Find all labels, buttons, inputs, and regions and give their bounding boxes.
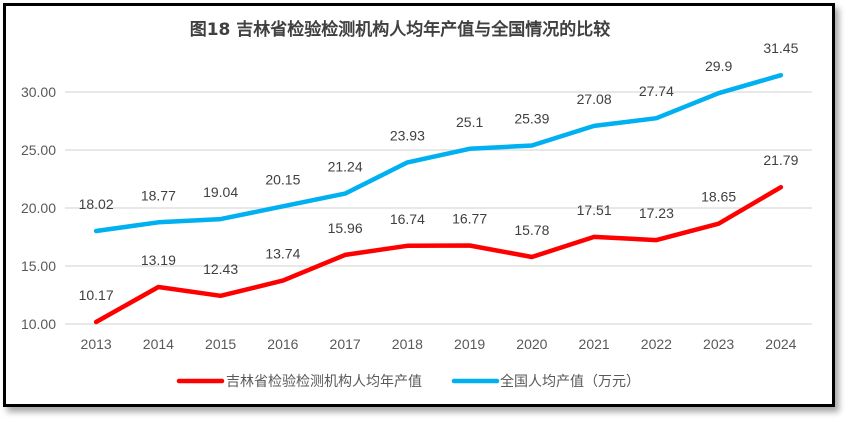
data-label: 18.77 <box>141 187 176 203</box>
gridlines <box>65 91 812 325</box>
x-axis-ticks: 2013 2014 2015 2016 2017 2018 2019 2020 2021 2022… <box>81 336 797 352</box>
chart-frame <box>3 3 835 407</box>
y-tick-label: 30.00 <box>21 84 56 100</box>
data-label: 18.02 <box>79 196 114 212</box>
data-label: 16.77 <box>452 210 487 226</box>
legend-label-national: 全国人均产值（万元） <box>500 373 640 390</box>
y-tick-label: 15.00 <box>21 258 56 274</box>
y-tick-label: 20.00 <box>21 200 56 216</box>
data-label: 19.04 <box>203 184 238 200</box>
data-label: 18.65 <box>701 189 736 205</box>
data-label: 23.93 <box>390 127 425 143</box>
x-tick-label: 2022 <box>641 336 672 352</box>
series-lines <box>93 72 784 325</box>
series-line-1 <box>93 72 784 234</box>
data-label: 17.23 <box>639 205 674 221</box>
data-label: 10.17 <box>79 287 114 303</box>
x-tick-label: 2021 <box>579 336 610 352</box>
data-label: 21.79 <box>763 152 798 168</box>
data-label: 13.74 <box>265 246 300 262</box>
data-label: 15.78 <box>514 222 549 238</box>
y-tick-label: 25.00 <box>21 142 56 158</box>
y-axis-ticks: 10.00 15.00 20.00 25.00 30.00 <box>21 84 56 332</box>
x-tick-label: 2020 <box>516 336 547 352</box>
data-label: 25.39 <box>514 110 549 126</box>
data-label: 16.74 <box>390 211 425 227</box>
data-label: 15.96 <box>328 220 363 236</box>
x-tick-label: 2024 <box>765 336 796 352</box>
x-tick-label: 2013 <box>81 336 112 352</box>
chart-title: 图18 吉林省检验检测机构人均年产值与全国情况的比较 <box>190 19 611 40</box>
data-label: 20.15 <box>265 171 300 187</box>
data-label: 25.1 <box>456 114 483 130</box>
x-tick-label: 2015 <box>205 336 236 352</box>
data-label: 29.9 <box>705 58 732 74</box>
data-label: 31.45 <box>763 40 798 56</box>
data-label: 21.24 <box>328 159 363 175</box>
y-tick-label: 10.00 <box>21 316 56 332</box>
legend: 吉林省检验检测机构人均年产值 全国人均产值（万元） <box>176 373 640 390</box>
data-labels: 10.17 13.19 12.43 13.74 15.96 16.74 16.77 15.78… <box>79 40 799 303</box>
x-tick-label: 2014 <box>143 336 174 352</box>
x-tick-label: 2017 <box>330 336 361 352</box>
x-tick-label: 2016 <box>267 336 298 352</box>
series-line-0 <box>93 184 784 325</box>
data-label: 27.08 <box>577 91 612 107</box>
data-label: 17.51 <box>577 202 612 218</box>
data-label: 12.43 <box>203 261 238 277</box>
x-tick-label: 2019 <box>454 336 485 352</box>
data-label: 27.74 <box>639 83 674 99</box>
legend-label-jilin: 吉林省检验检测机构人均年产值 <box>226 374 422 390</box>
x-tick-label: 2018 <box>392 336 423 352</box>
x-tick-label: 2023 <box>703 336 734 352</box>
data-label: 13.19 <box>141 252 176 268</box>
